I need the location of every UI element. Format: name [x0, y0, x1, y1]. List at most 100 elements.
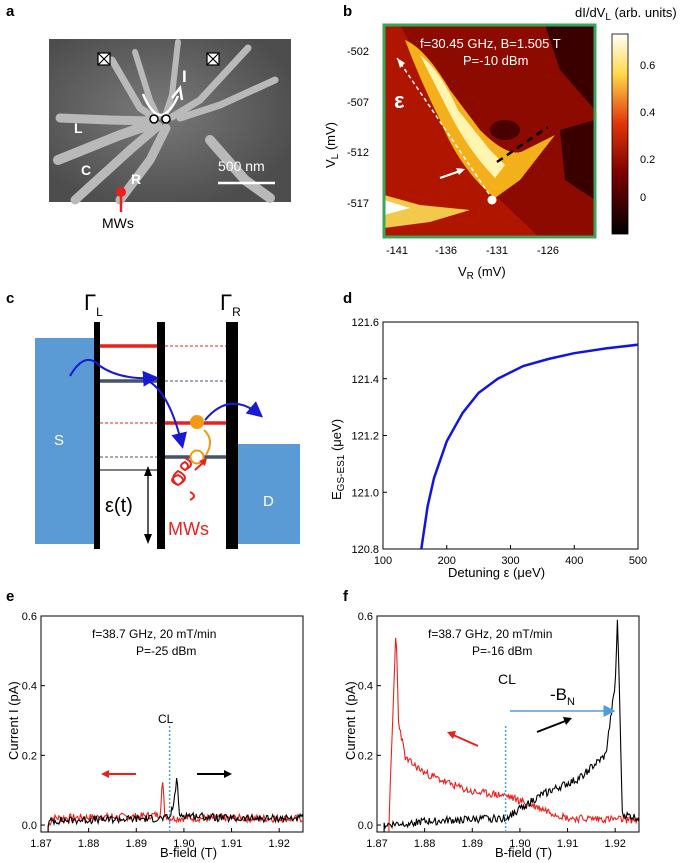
electron-excited: [190, 415, 204, 429]
f-xtick-label: 1.87: [366, 838, 387, 850]
e-cl-label: CL: [158, 712, 174, 726]
e-ylabel: Current I (pA): [6, 681, 21, 760]
f-xtick-label: 1.92: [604, 838, 625, 850]
d-ytick-label: 121.4: [351, 374, 379, 386]
d-ylabel: EGS-ES1 (μeV): [329, 419, 347, 500]
current-label: I: [182, 67, 187, 86]
lead-label-l: L: [74, 120, 83, 136]
gamma-left: ΓL: [84, 290, 103, 319]
colorbar-title: dI/dVL (arb. units): [575, 5, 677, 23]
colorbar: dI/dVL (arb. units) 0.6 0.4 0.2 0: [575, 5, 677, 235]
detuning-energy-chart: 100 200 300 400 500 121.6 121.4 121.2 121.0 120.8: [351, 317, 647, 567]
source-label: S: [54, 432, 64, 449]
detuning-axis: [396, 57, 494, 201]
e-ytick-label: 0.0: [22, 820, 37, 832]
e-ytick-label: 0.2: [22, 750, 37, 762]
f-series-line: [383, 619, 640, 832]
d-xtick-label: 300: [501, 555, 519, 567]
e-xlabel: B-field (T): [160, 845, 217, 860]
current-path-arrow: [141, 93, 180, 117]
b-xtick: -141: [386, 245, 408, 257]
quantum-dot-left: [149, 114, 159, 124]
panel-label-b: b: [343, 3, 352, 20]
e-xtick-label: 1.90: [173, 838, 194, 850]
barrier-right: [226, 322, 238, 549]
f-xtick-label: 1.91: [557, 838, 578, 850]
d-ytick-label: 120.8: [351, 544, 379, 556]
e-annotation-1: f=38.7 GHz, 20 mT/min: [92, 627, 216, 641]
d-xtick-label: 400: [565, 555, 583, 567]
current-trace-chart-e: 1.87 1.88 1.89 1.90 1.91 1.92 0.6 0.4 0.2 0.0: [22, 611, 304, 850]
epsilon-label: ε: [394, 88, 405, 113]
f-annotation-2: P=-16 dBm: [472, 644, 532, 658]
panel-label-c: c: [6, 290, 14, 307]
e-xtick-label: 1.89: [126, 838, 147, 850]
f-ytick-label: 0.0: [358, 820, 373, 832]
energy-diagram: S D ε(t) MWs ΓL ΓR: [35, 290, 300, 549]
barrier-middle: [157, 322, 165, 549]
d-ytick-label: 121.2: [351, 431, 379, 443]
e-xtick-label: 1.88: [78, 838, 99, 850]
contact-marker-left: [97, 52, 111, 66]
d-series-line: [420, 343, 639, 550]
f-sweep-up-arrow: [536, 719, 569, 733]
f-cl-label: CL: [498, 671, 516, 687]
colorbar-tick: 0: [640, 192, 646, 204]
panel-label-d: d: [343, 290, 352, 307]
e-ytick-label: 0.4: [22, 681, 37, 693]
quantum-dot-right: [161, 114, 171, 124]
colorbar-tick: 0.2: [640, 154, 655, 166]
b-x-axis: -141 -136 -131 -126 VR (mV): [386, 245, 559, 282]
microwave-wave: [171, 457, 195, 501]
scale-bar-label: 500 nm: [218, 158, 265, 174]
d-ytick-label: 121.6: [351, 317, 379, 329]
e-ytick-label: 0.6: [22, 611, 37, 623]
e-xtick-label: 1.87: [30, 838, 51, 850]
panel-label-e: e: [6, 588, 14, 605]
microwave-label: MWs: [102, 215, 134, 231]
f-sweep-down-arrow: [450, 733, 479, 747]
b-ytick: -502: [347, 46, 369, 58]
colorbar-tick: 0.4: [640, 107, 655, 119]
resonance-line: [496, 125, 549, 164]
contact-marker-right: [206, 52, 220, 66]
annotation-line-2: P=-10 dBm: [463, 53, 528, 68]
b-ytick: -507: [347, 97, 369, 109]
f-xtick-label: 1.89: [462, 838, 483, 850]
panel-label-f: f: [343, 588, 349, 605]
annotation-line-1: f=30.45 GHz, B=1.505 T: [420, 36, 561, 51]
f-annotation-1: f=38.7 GHz, 20 mT/min: [428, 627, 552, 641]
f-ytick-label: 0.4: [358, 681, 373, 693]
colorbar-tick: 0.6: [640, 60, 655, 72]
f-series-line: [388, 637, 640, 832]
b-xtick: -126: [537, 245, 559, 257]
f-xtick-label: 1.90: [509, 838, 530, 850]
detuning-label: ε(t): [105, 495, 133, 517]
d-plot-frame: [382, 321, 639, 550]
b-ytick: -512: [347, 147, 369, 159]
b-y-axis: -502 -507 -512 -517 VL (mV): [323, 46, 369, 210]
f-ylabel: Current I (pA): [343, 681, 358, 760]
d-xtick-label: 200: [438, 555, 456, 567]
f-ytick-label: 0.2: [358, 750, 373, 762]
e-xtick-label: 1.92: [268, 838, 289, 850]
d-xtick-label: 100: [374, 555, 392, 567]
f-ytick-label: 0.6: [358, 611, 373, 623]
drain-lead: [236, 444, 300, 544]
plot-frame: [382, 23, 597, 239]
d-ytick-label: 121.0: [351, 487, 379, 499]
source-lead: [35, 338, 97, 544]
panel-label-a: a: [6, 3, 15, 20]
b-xtick: -136: [435, 245, 457, 257]
sem-image: I L C R 500 nm: [49, 39, 291, 205]
f-plot-frame: [376, 615, 640, 833]
d-xlabel: Detuning ε (μeV): [448, 565, 545, 580]
current-trace-chart-f: 1.87 1.88 1.89 1.90 1.91 1.92 0.6 0.4 0.2 0.0: [358, 611, 640, 850]
lead-label-c: C: [81, 162, 91, 178]
drain-label: D: [263, 493, 274, 510]
e-xtick-label: 1.91: [221, 838, 242, 850]
microwaves-label: MWs: [168, 519, 209, 539]
e-series-line: [47, 778, 304, 832]
detuning-origin: [487, 195, 497, 205]
